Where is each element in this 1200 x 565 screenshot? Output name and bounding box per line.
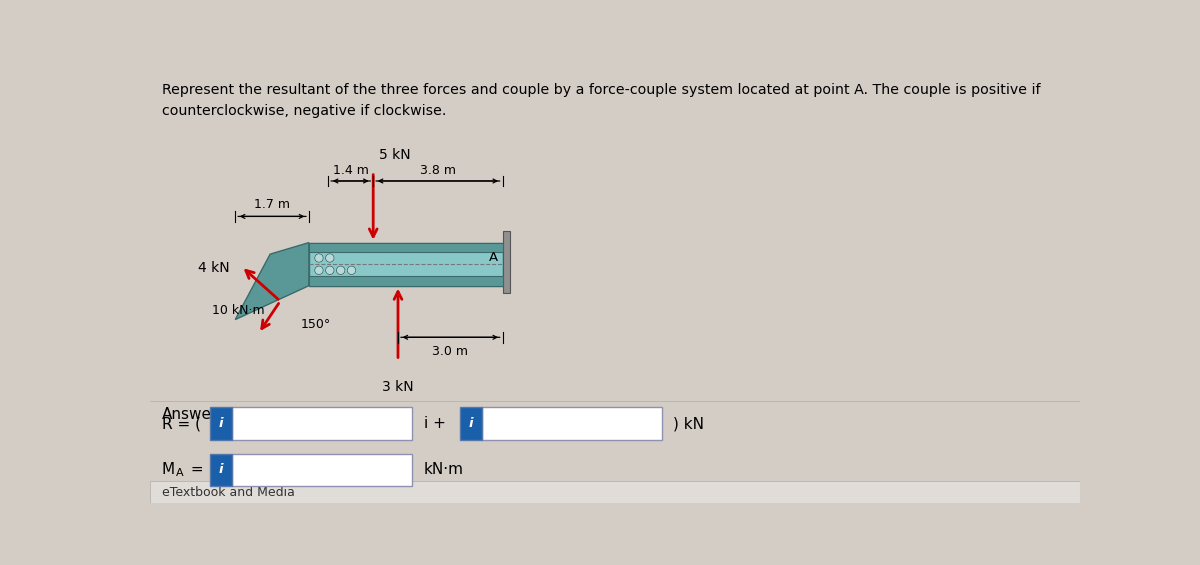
Text: R = (: R = ( xyxy=(162,416,200,431)
Text: =: = xyxy=(186,462,203,477)
Text: ) kN: ) kN xyxy=(673,416,704,431)
Text: i: i xyxy=(220,463,223,476)
Polygon shape xyxy=(235,242,308,320)
Text: 10 kN·m: 10 kN·m xyxy=(212,304,265,317)
Text: i +: i + xyxy=(424,416,445,431)
FancyBboxPatch shape xyxy=(460,407,481,440)
Text: 1.4 m: 1.4 m xyxy=(332,164,368,177)
FancyBboxPatch shape xyxy=(210,407,232,440)
Circle shape xyxy=(347,266,355,275)
Text: 150°: 150° xyxy=(301,318,331,331)
Polygon shape xyxy=(308,276,503,286)
Polygon shape xyxy=(308,242,503,252)
Text: A: A xyxy=(176,468,184,478)
Circle shape xyxy=(314,254,323,262)
Text: Answers:: Answers: xyxy=(162,407,232,421)
FancyBboxPatch shape xyxy=(232,407,412,440)
FancyBboxPatch shape xyxy=(150,481,1080,503)
Text: eTextbook and Media: eTextbook and Media xyxy=(162,485,294,498)
FancyBboxPatch shape xyxy=(210,454,232,486)
Text: 4 kN: 4 kN xyxy=(198,261,229,275)
Text: 5 kN: 5 kN xyxy=(379,148,410,162)
Text: i: i xyxy=(468,417,473,430)
Text: M: M xyxy=(162,462,175,477)
FancyBboxPatch shape xyxy=(481,407,661,440)
Text: i: i xyxy=(220,417,223,430)
Polygon shape xyxy=(503,231,510,293)
Text: 3 kN: 3 kN xyxy=(382,380,414,394)
Circle shape xyxy=(325,254,334,262)
Text: 3.0 m: 3.0 m xyxy=(432,345,468,358)
Text: Represent the resultant of the three forces and couple by a force-couple system : Represent the resultant of the three for… xyxy=(162,83,1040,97)
Text: 1.7 m: 1.7 m xyxy=(254,198,290,211)
Circle shape xyxy=(336,266,344,275)
Text: kN·m: kN·m xyxy=(424,462,463,477)
Text: 3.8 m: 3.8 m xyxy=(420,164,456,177)
Text: A: A xyxy=(488,251,498,264)
FancyBboxPatch shape xyxy=(232,454,412,486)
Text: counterclockwise, negative if clockwise.: counterclockwise, negative if clockwise. xyxy=(162,104,446,118)
Circle shape xyxy=(314,266,323,275)
Polygon shape xyxy=(308,242,503,286)
Circle shape xyxy=(325,266,334,275)
